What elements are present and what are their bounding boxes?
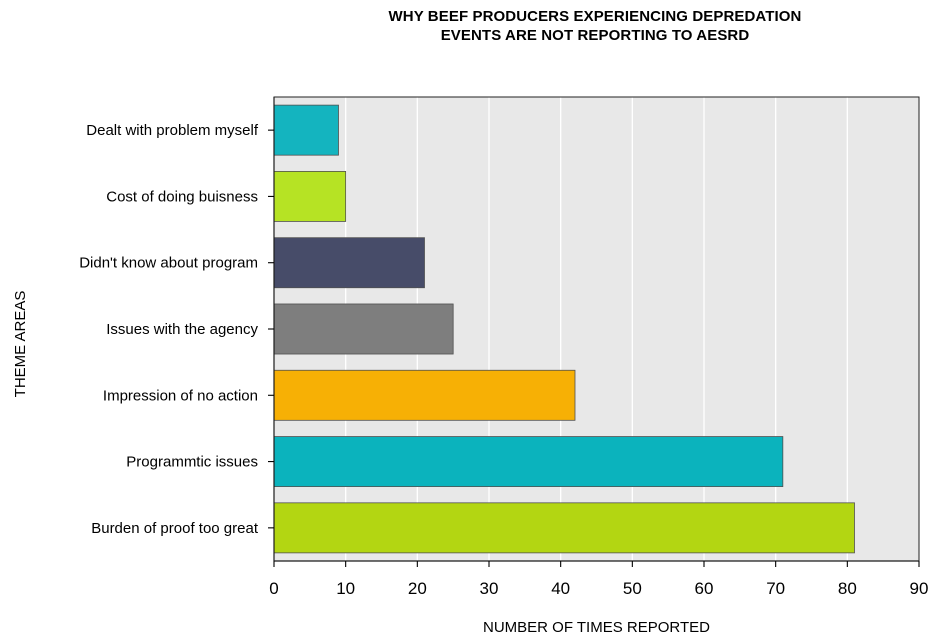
y-category-label: Issues with the agency [106, 321, 258, 338]
bar [273, 104, 339, 156]
y-category-label: Cost of doing buisness [106, 188, 258, 205]
bar [273, 436, 784, 487]
bars [273, 104, 855, 554]
bar [273, 237, 425, 289]
y-category-label: Dealt with problem myself [86, 122, 259, 139]
y-category-label: Impression of no action [103, 387, 258, 404]
x-tick-label: 10 [336, 579, 355, 598]
y-category-label: Programmtic issues [126, 454, 258, 471]
x-axis-title: NUMBER OF TIMES REPORTED [483, 619, 710, 636]
x-tick-label: 80 [838, 579, 857, 598]
x-tick-label: 60 [695, 579, 714, 598]
x-tick-label: 20 [408, 579, 427, 598]
bar [273, 303, 454, 355]
bar [273, 369, 576, 421]
x-tick-label: 70 [766, 579, 785, 598]
y-axis-title: THEME AREAS [12, 291, 29, 398]
chart-title-line-2: EVENTS ARE NOT REPORTING TO AESRD [440, 27, 750, 44]
x-tick-label: 40 [551, 579, 570, 598]
y-category-label: Burden of proof too great [91, 520, 259, 537]
x-tick-label: 50 [623, 579, 642, 598]
y-category-label: Didn't know about program [79, 255, 258, 272]
chart-title-line-1: WHY BEEF PRODUCERS EXPERIENCING DEPREDAT… [388, 8, 802, 25]
x-tick-label: 90 [910, 579, 929, 598]
x-tick-label: 30 [480, 579, 499, 598]
y-axis-category-labels: Dealt with problem myself Cost of doing b… [79, 122, 274, 537]
x-axis-ticks: 0 10 20 30 40 50 60 70 80 90 [269, 561, 928, 598]
x-tick-label: 0 [269, 579, 278, 598]
bar [273, 502, 855, 554]
bar [273, 171, 347, 222]
